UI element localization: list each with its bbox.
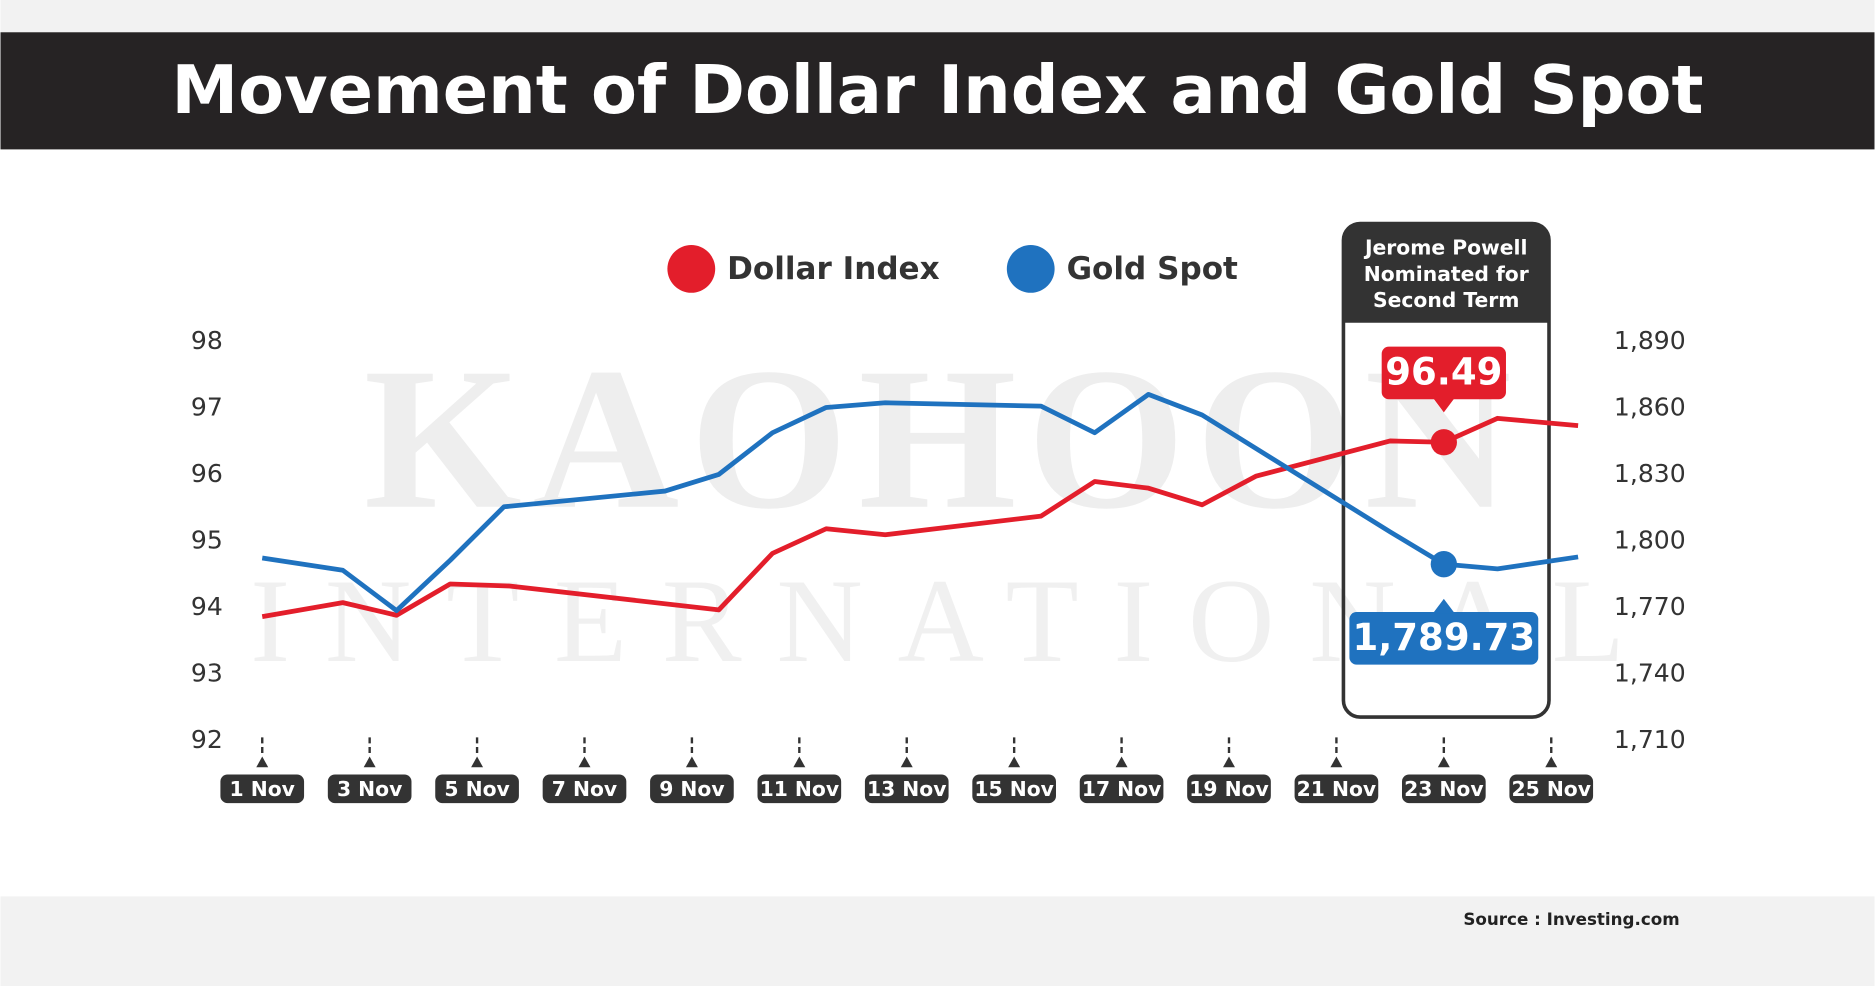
- x-tick-pill: [1294, 774, 1379, 804]
- x-tick-pill: [1401, 774, 1486, 804]
- y2-tick-label: 1,890: [1614, 326, 1686, 355]
- value-label: 1,789.73: [1352, 616, 1535, 659]
- y2-tick-label: 1,830: [1614, 459, 1686, 488]
- x-tick-arrow: [471, 756, 484, 768]
- y-tick-label: 94: [191, 592, 223, 621]
- x-tick-arrow: [363, 756, 376, 768]
- x-tick-arrow: [1115, 756, 1128, 768]
- x-tick-pill: [972, 774, 1056, 804]
- x-tick-label: 23 Nov: [1404, 777, 1483, 801]
- legend-marker: [1006, 245, 1055, 293]
- x-tick-pill: [327, 774, 412, 804]
- x-tick-label: 13 Nov: [867, 777, 946, 801]
- x-tick-arrow: [1437, 756, 1450, 768]
- x-tick-label: 3 Nov: [337, 777, 402, 801]
- x-tick-arrow: [1330, 756, 1343, 768]
- y2-tick-label: 1,740: [1614, 658, 1686, 687]
- x-tick-pill: [435, 774, 519, 804]
- series-line: [261, 415, 1579, 619]
- x-tick-label: 15 Nov: [974, 777, 1053, 801]
- annotation-text: Jerome Powell: [1363, 236, 1528, 260]
- x-tick-pill: [1509, 774, 1594, 804]
- source: Source : Investing.com: [1463, 909, 1679, 929]
- y2-tick-label: 1,770: [1614, 592, 1686, 621]
- x-tick-pill: [1187, 774, 1271, 804]
- x-tick-label: 25 Nov: [1512, 777, 1591, 801]
- x-tick-label: 19 Nov: [1189, 777, 1268, 801]
- highlight-point: [1430, 429, 1457, 456]
- x-tick-arrow: [793, 756, 806, 768]
- y-tick-label: 98: [191, 326, 223, 355]
- legend-label: Dollar Index: [727, 251, 940, 287]
- footer-band: [0, 896, 1875, 986]
- y-tick-label: 97: [191, 392, 223, 421]
- x-tick-label: 9 Nov: [659, 777, 724, 801]
- y-tick-label: 93: [191, 658, 223, 687]
- x-tick-label: 1 Nov: [230, 777, 295, 801]
- x-tick-arrow: [1008, 756, 1021, 768]
- x-tick-pill: [220, 774, 305, 804]
- x-tick-pill: [864, 774, 949, 804]
- value-callout-pointer: [1433, 598, 1455, 614]
- annotation-text: Second Term: [1373, 288, 1519, 312]
- x-tick-arrow: [1545, 756, 1558, 768]
- y-tick-label: 96: [191, 459, 223, 488]
- y-tick-label: 95: [191, 525, 223, 554]
- x-tick-pill: [757, 774, 842, 804]
- x-tick-label: 7 Nov: [552, 777, 617, 801]
- x-tick-label: 5 Nov: [444, 777, 509, 801]
- header-band: [0, 32, 1875, 150]
- series-line: [261, 391, 1579, 613]
- value-callout: [1381, 346, 1506, 400]
- x-tick-label: 21 Nov: [1297, 777, 1376, 801]
- chart-title: Movement of Dollar Index and Gold Spot: [172, 51, 1704, 129]
- y2-tick-label: 1,860: [1614, 392, 1686, 421]
- value-callout-pointer: [1433, 398, 1455, 413]
- x-tick-arrow: [256, 756, 269, 768]
- x-tick-arrow: [1223, 756, 1235, 768]
- x-tick-label: 11 Nov: [760, 777, 839, 801]
- legend-label: Gold Spot: [1067, 251, 1238, 287]
- x-tick-pill: [650, 774, 734, 804]
- watermark: KAOHOON: [364, 326, 1511, 551]
- x-tick-arrow: [578, 756, 591, 768]
- x-tick-pill: [1079, 774, 1164, 804]
- top-band: [0, 0, 1875, 33]
- annotation-header: [1343, 223, 1550, 323]
- value-callout: [1349, 611, 1539, 665]
- y2-tick-label: 1,710: [1614, 725, 1686, 754]
- highlight-point: [1430, 551, 1457, 578]
- y2-tick-label: 1,800: [1614, 525, 1686, 554]
- x-tick-pill: [542, 774, 627, 804]
- value-label: 96.49: [1385, 351, 1502, 394]
- x-tick-arrow: [685, 756, 698, 768]
- x-tick-label: 17 Nov: [1082, 777, 1161, 801]
- legend-marker: [667, 245, 716, 293]
- annotation-text: Nominated for: [1364, 262, 1529, 286]
- y-tick-label: 92: [191, 725, 223, 754]
- x-tick-arrow: [900, 756, 913, 768]
